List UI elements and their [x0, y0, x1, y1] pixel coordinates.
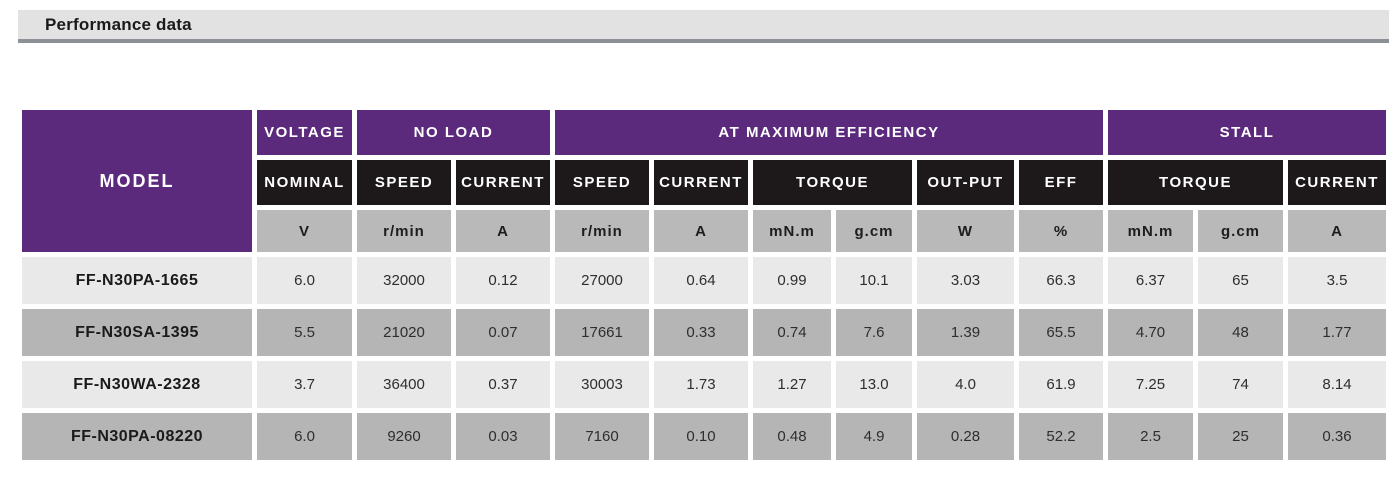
header-sub-torque-stall: TORQUE — [1108, 160, 1283, 205]
data-cell: 3.7 — [257, 361, 352, 408]
data-cell: 52.2 — [1019, 413, 1103, 460]
data-cell: 0.33 — [654, 309, 748, 356]
data-cell: 65 — [1198, 257, 1283, 304]
data-cell: 66.3 — [1019, 257, 1103, 304]
data-cell: 0.12 — [456, 257, 550, 304]
data-cell: 6.0 — [257, 257, 352, 304]
header-sub-torque-maxeff: TORQUE — [753, 160, 912, 205]
unit-cell: mN.m — [753, 210, 831, 252]
data-cell: 36400 — [357, 361, 451, 408]
data-cell: 0.99 — [753, 257, 831, 304]
header-group-voltage: VOLTAGE — [257, 110, 352, 155]
data-cell: 1.39 — [917, 309, 1014, 356]
table-row: FF-N30PA-1665 6.0 32000 0.12 27000 0.64 … — [22, 257, 1386, 304]
header-model: MODEL — [22, 110, 252, 252]
performance-data-table: MODEL VOLTAGE NO LOAD AT MAXIMUM EFFICIE… — [17, 105, 1391, 465]
data-cell: 30003 — [555, 361, 649, 408]
data-cell: 2.5 — [1108, 413, 1193, 460]
header-group-at-maximum-efficiency: AT MAXIMUM EFFICIENCY — [555, 110, 1103, 155]
unit-cell: V — [257, 210, 352, 252]
data-cell: 1.27 — [753, 361, 831, 408]
data-cell: 0.03 — [456, 413, 550, 460]
data-cell: 7.25 — [1108, 361, 1193, 408]
data-cell: 3.5 — [1288, 257, 1386, 304]
data-cell: 0.36 — [1288, 413, 1386, 460]
header-sub-output: OUT-PUT — [917, 160, 1014, 205]
data-cell: 4.0 — [917, 361, 1014, 408]
unit-cell: W — [917, 210, 1014, 252]
header-sub-speed-maxeff: SPEED — [555, 160, 649, 205]
data-cell: 13.0 — [836, 361, 912, 408]
data-cell: 25 — [1198, 413, 1283, 460]
data-cell: 7.6 — [836, 309, 912, 356]
data-cell: 61.9 — [1019, 361, 1103, 408]
data-cell: 17661 — [555, 309, 649, 356]
table-row: FF-N30WA-2328 3.7 36400 0.37 30003 1.73 … — [22, 361, 1386, 408]
unit-cell: A — [1288, 210, 1386, 252]
model-cell: FF-N30PA-08220 — [22, 413, 252, 460]
unit-cell: mN.m — [1108, 210, 1193, 252]
section-title: Performance data — [45, 14, 192, 34]
header-unit-row: V r/min A r/min A mN.m g.cm W % mN.m g.c… — [22, 210, 1386, 252]
unit-cell: g.cm — [1198, 210, 1283, 252]
unit-cell: r/min — [555, 210, 649, 252]
data-cell: 1.73 — [654, 361, 748, 408]
header-group-no-load: NO LOAD — [357, 110, 550, 155]
table-row: FF-N30PA-08220 6.0 9260 0.03 7160 0.10 0… — [22, 413, 1386, 460]
unit-cell: A — [654, 210, 748, 252]
data-cell: 0.07 — [456, 309, 550, 356]
unit-cell: g.cm — [836, 210, 912, 252]
data-cell: 74 — [1198, 361, 1283, 408]
data-cell: 48 — [1198, 309, 1283, 356]
data-cell: 6.0 — [257, 413, 352, 460]
data-cell: 65.5 — [1019, 309, 1103, 356]
data-cell: 6.37 — [1108, 257, 1193, 304]
data-cell: 10.1 — [836, 257, 912, 304]
data-cell: 0.28 — [917, 413, 1014, 460]
header-sub-current-stall: CURRENT — [1288, 160, 1386, 205]
data-cell: 0.10 — [654, 413, 748, 460]
data-cell: 5.5 — [257, 309, 352, 356]
data-cell: 7160 — [555, 413, 649, 460]
unit-cell: r/min — [357, 210, 451, 252]
data-cell: 21020 — [357, 309, 451, 356]
data-cell: 4.70 — [1108, 309, 1193, 356]
data-cell: 32000 — [357, 257, 451, 304]
section-title-bar: Performance data — [18, 10, 1389, 43]
model-cell: FF-N30WA-2328 — [22, 361, 252, 408]
data-cell: 0.64 — [654, 257, 748, 304]
data-cell: 27000 — [555, 257, 649, 304]
header-group-row: MODEL VOLTAGE NO LOAD AT MAXIMUM EFFICIE… — [22, 110, 1386, 252]
data-cell: 9260 — [357, 413, 451, 460]
header-sub-speed-noload: SPEED — [357, 160, 451, 205]
header-sub-row: NOMINAL SPEED CURRENT SPEED CURRENT TORQ… — [22, 160, 1386, 205]
data-cell: 4.9 — [836, 413, 912, 460]
model-cell: FF-N30SA-1395 — [22, 309, 252, 356]
data-cell: 0.48 — [753, 413, 831, 460]
header-sub-current-noload: CURRENT — [456, 160, 550, 205]
data-cell: 3.03 — [917, 257, 1014, 304]
data-cell: 0.74 — [753, 309, 831, 356]
data-cell: 8.14 — [1288, 361, 1386, 408]
header-sub-nominal: NOMINAL — [257, 160, 352, 205]
data-cell: 1.77 — [1288, 309, 1386, 356]
data-cell: 0.37 — [456, 361, 550, 408]
header-sub-eff: EFF — [1019, 160, 1103, 205]
model-cell: FF-N30PA-1665 — [22, 257, 252, 304]
table-row: FF-N30SA-1395 5.5 21020 0.07 17661 0.33 … — [22, 309, 1386, 356]
unit-cell: % — [1019, 210, 1103, 252]
unit-cell: A — [456, 210, 550, 252]
header-sub-current-maxeff: CURRENT — [654, 160, 748, 205]
header-group-stall: STALL — [1108, 110, 1386, 155]
